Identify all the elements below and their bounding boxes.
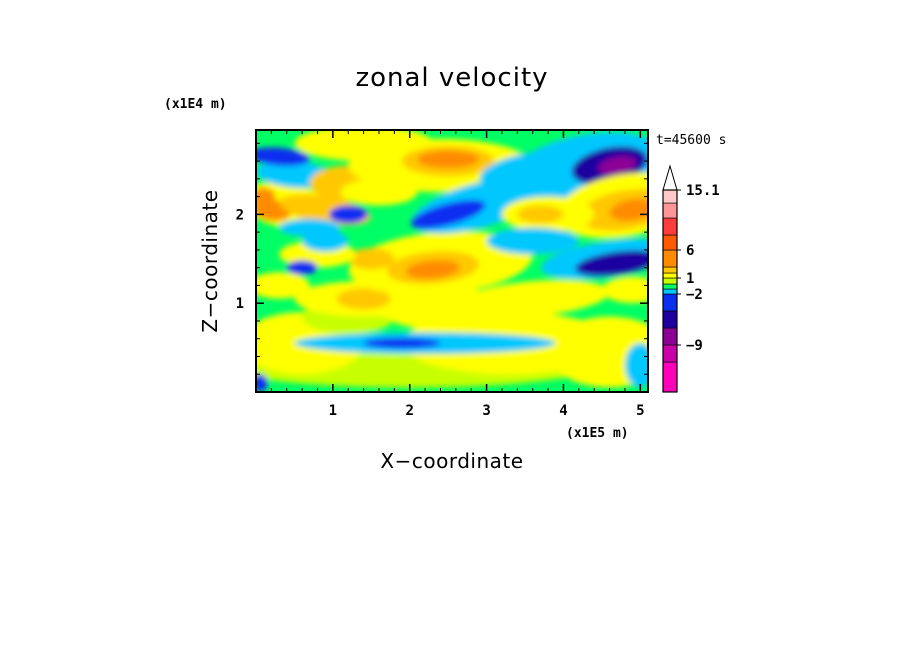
contour-band [410, 200, 486, 229]
x-tick-label: 4 [559, 403, 567, 419]
colorbar-frame [662, 189, 678, 393]
contour-band [417, 150, 479, 169]
colorbar-tick-label: −9 [686, 338, 703, 354]
colorbar-segment [662, 277, 678, 285]
colorbar-tick-label: −2 [686, 287, 703, 303]
x-axis-label: X−coordinate [380, 449, 523, 473]
contour-band [340, 178, 418, 206]
contour-band [256, 187, 276, 206]
contour-band [517, 205, 564, 224]
colorbar-segment [662, 293, 678, 312]
contour-band [601, 276, 648, 304]
contour-band [256, 272, 310, 299]
colorbar-segment [662, 217, 678, 236]
contour-band [336, 288, 391, 310]
colorbar-segment [662, 327, 678, 346]
colorbar-segment [662, 249, 678, 268]
y-tick-label: 1 [236, 296, 244, 312]
x-tick-label: 3 [482, 403, 490, 419]
colorbar-segment [662, 283, 678, 290]
colorbar-segment [662, 202, 678, 219]
field-bands [256, 130, 648, 392]
x-tick-label: 1 [329, 403, 337, 419]
colorbar-segment [662, 361, 678, 393]
time-label: t=45600 s [656, 133, 726, 148]
y-axis-ticks: 12 [236, 142, 648, 375]
contour-band [348, 248, 395, 270]
contour-band [598, 155, 637, 176]
contour-band [609, 198, 648, 222]
colorbar-segment [662, 272, 678, 279]
contour-band [486, 227, 579, 255]
y-scale-label: (x1E4 m) [164, 97, 227, 112]
colorbar-tick-label: 15.1 [686, 183, 720, 199]
contour-band [405, 260, 460, 279]
contour-band [256, 147, 310, 166]
x-tick-label: 5 [636, 403, 644, 419]
contour-band [624, 343, 648, 388]
colorbar-extension [662, 164, 678, 191]
colorbar-segment [662, 234, 678, 251]
y-tick-label: 2 [236, 207, 244, 223]
x-scale-label: (x1E5 m) [566, 426, 629, 441]
colorbar-segment [662, 189, 678, 204]
contour-band [548, 316, 648, 388]
colorbar-tick-label: 6 [686, 243, 694, 259]
velocity-field [256, 130, 648, 392]
colorbar: 15.1 6 1−2 −9 [662, 164, 720, 393]
y-axis-label: Z−coordinate [198, 189, 222, 332]
contour-band [363, 337, 441, 349]
x-axis-ticks: 1 2 3 4 5 [270, 130, 645, 419]
contour-band [256, 374, 268, 392]
colorbar-tick-label: 1 [686, 271, 694, 287]
colorbar-segment [662, 344, 678, 363]
x-tick-label: 2 [406, 403, 414, 419]
contour-band [286, 260, 318, 275]
contour-band [279, 218, 341, 237]
contour-band [575, 250, 648, 277]
contour-band [329, 205, 368, 224]
chart-title: zonal velocity [355, 63, 548, 93]
colorbar-segment [662, 310, 678, 329]
colorbar-segment [662, 288, 678, 295]
contour-band [456, 279, 610, 318]
colorbar-segment [662, 266, 678, 274]
plot-frame [255, 129, 649, 393]
